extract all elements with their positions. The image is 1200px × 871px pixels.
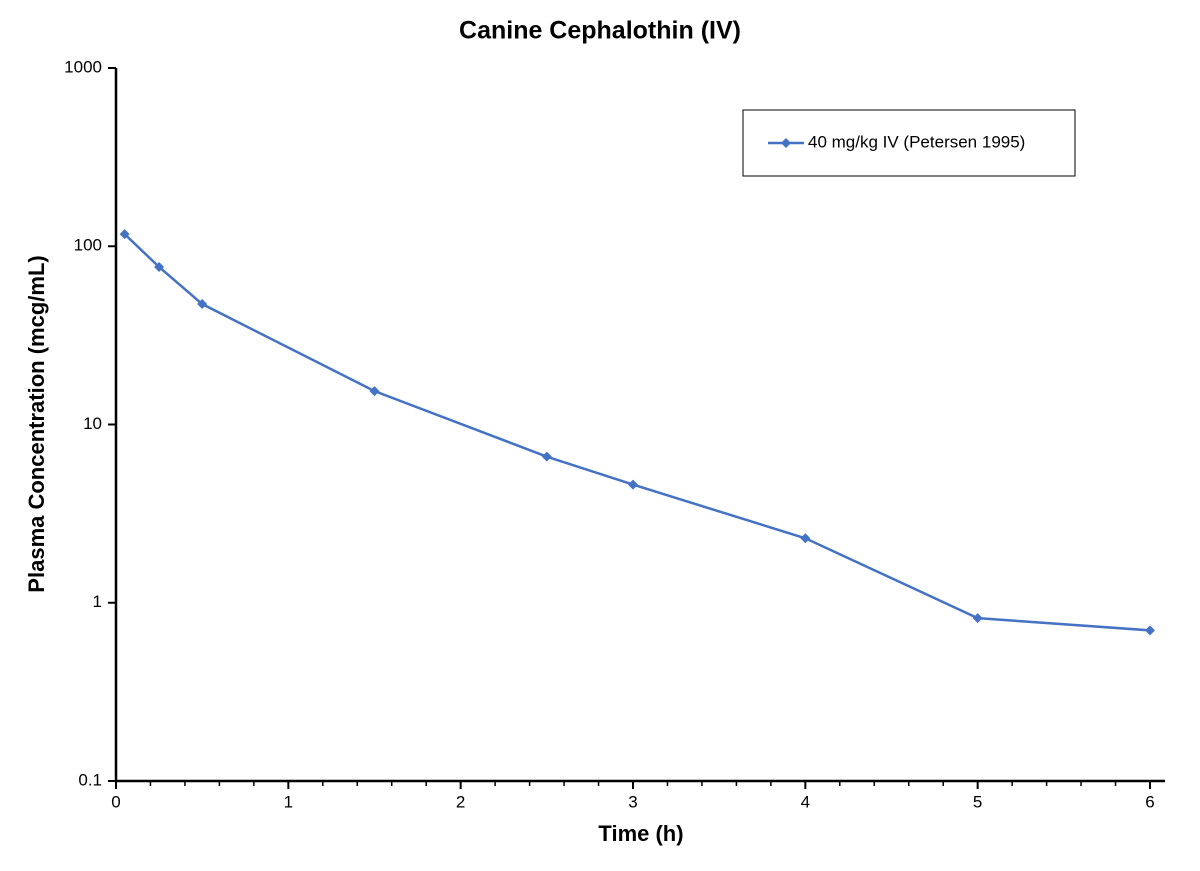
x-tick-label: 2 [456, 792, 465, 811]
y-tick-label: 100 [74, 236, 102, 255]
data-point [154, 261, 165, 272]
y-tick-label: 10 [83, 414, 102, 433]
x-tick-label: 5 [973, 792, 982, 811]
x-tick-label: 0 [111, 792, 120, 811]
data-point [628, 479, 638, 490]
x-tick-label: 6 [1145, 792, 1154, 811]
legend-marker [781, 138, 791, 148]
data-point [800, 533, 811, 544]
data-point [1145, 625, 1155, 636]
data-point [119, 229, 130, 240]
x-tick-label: 4 [801, 792, 810, 811]
x-axis-label: Time (h) [598, 821, 683, 846]
y-tick-label: 1000 [64, 57, 102, 76]
y-tick-label: 1 [93, 592, 102, 611]
data-point [972, 613, 983, 624]
x-tick-label: 3 [628, 792, 637, 811]
y-axis-label: Plasma Concentration (mcg/mL) [24, 255, 49, 592]
data-point [541, 451, 552, 462]
chart-title: Canine Cephalothin (IV) [459, 17, 741, 45]
series-line [123, 233, 1151, 632]
x-tick-label: 1 [284, 792, 293, 811]
data-point [197, 299, 208, 310]
legend-label: 40 mg/kg IV (Petersen 1995) [808, 132, 1025, 151]
y-tick-label: 0.1 [78, 770, 102, 789]
data-point [369, 386, 380, 397]
